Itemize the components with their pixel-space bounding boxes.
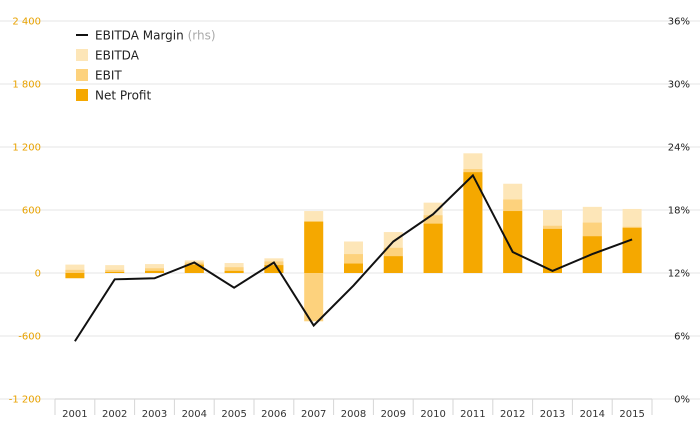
x-tick-label: 2009 bbox=[381, 409, 406, 420]
legend-label-net-profit: Net Profit bbox=[95, 89, 151, 103]
x-tick-label: 2010 bbox=[420, 409, 445, 420]
x-tick-label: 2006 bbox=[261, 409, 286, 420]
y-right-tick-label: 12% bbox=[668, 269, 690, 280]
bar-net-profit bbox=[184, 264, 204, 273]
bar-ebitda bbox=[65, 264, 85, 273]
y-right-tick-label: 6% bbox=[674, 332, 690, 343]
x-tick-label: 2004 bbox=[182, 409, 207, 420]
line-ebitda-margin bbox=[74, 173, 633, 342]
bar-ebitda bbox=[105, 265, 125, 273]
x-tick-label: 2001 bbox=[62, 409, 87, 420]
bar-net-profit bbox=[105, 271, 125, 273]
legend: EBITDA Margin (rhs) EBITDA EBIT Net Prof… bbox=[76, 29, 216, 103]
x-tick-label: 2015 bbox=[619, 409, 644, 420]
bar-ebit bbox=[304, 273, 324, 322]
y-left-tick-label: 1 200 bbox=[12, 143, 41, 154]
bar-net-profit bbox=[224, 270, 244, 273]
y-right-tick-label: 24% bbox=[668, 143, 690, 154]
x-tick-label: 2002 bbox=[102, 409, 127, 420]
x-tick-label: 2005 bbox=[221, 409, 246, 420]
bar-net-profit bbox=[503, 211, 523, 273]
y-left-tick-label: 0 bbox=[35, 269, 41, 280]
bar-net-profit bbox=[65, 273, 85, 279]
legend-label-ebitda: EBITDA bbox=[95, 49, 140, 63]
bar-net-profit bbox=[145, 270, 164, 273]
bar-net-profit bbox=[304, 221, 324, 273]
y-right-tick-label: 30% bbox=[668, 80, 690, 91]
y-right-tick-label: 18% bbox=[668, 206, 690, 217]
bars bbox=[65, 153, 642, 322]
x-tick-label: 2012 bbox=[500, 409, 525, 420]
y-left-tick-label: 1 800 bbox=[12, 80, 41, 91]
bar-ebit bbox=[224, 267, 244, 273]
x-tick-label: 2008 bbox=[341, 409, 366, 420]
y-right-tick-label: 0% bbox=[674, 395, 690, 406]
axes: 2 400 36% 1 800 30% 1 200 24% 600 18% 0 12% -600 6%… bbox=[9, 17, 690, 421]
bar-net-profit bbox=[622, 227, 642, 273]
bar-net-profit bbox=[423, 223, 443, 273]
legend-label-ebitda-margin: EBITDA Margin (rhs) bbox=[95, 29, 216, 43]
legend-swatch-ebitda bbox=[76, 49, 88, 61]
margin-line-layer bbox=[74, 173, 633, 342]
y-left-tick-label: -600 bbox=[18, 332, 41, 343]
y-left-tick-label: 2 400 bbox=[12, 17, 41, 28]
bar-ebit bbox=[145, 268, 164, 273]
bar-ebit bbox=[65, 269, 85, 273]
x-tick-label: 2011 bbox=[460, 409, 485, 420]
y-left-tick-label: 600 bbox=[22, 206, 41, 217]
legend-swatch-net-profit bbox=[76, 89, 88, 101]
x-tick-label: 2013 bbox=[540, 409, 565, 420]
x-tick-label: 2007 bbox=[301, 409, 326, 420]
bar-net-profit bbox=[463, 172, 483, 273]
bar-net-profit bbox=[383, 256, 403, 273]
x-tick-label: 2014 bbox=[580, 409, 605, 420]
bar-net-profit bbox=[543, 228, 562, 273]
bar-ebit bbox=[105, 269, 125, 273]
y-left-tick-label: -1 200 bbox=[9, 395, 41, 406]
x-tick-label: 2003 bbox=[142, 409, 167, 420]
y-right-tick-label: 36% bbox=[668, 17, 690, 28]
bar-net-profit bbox=[264, 265, 284, 273]
legend-swatch-ebit bbox=[76, 69, 88, 81]
bar-net-profit bbox=[344, 263, 363, 273]
legend-label-ebit: EBIT bbox=[95, 69, 122, 83]
